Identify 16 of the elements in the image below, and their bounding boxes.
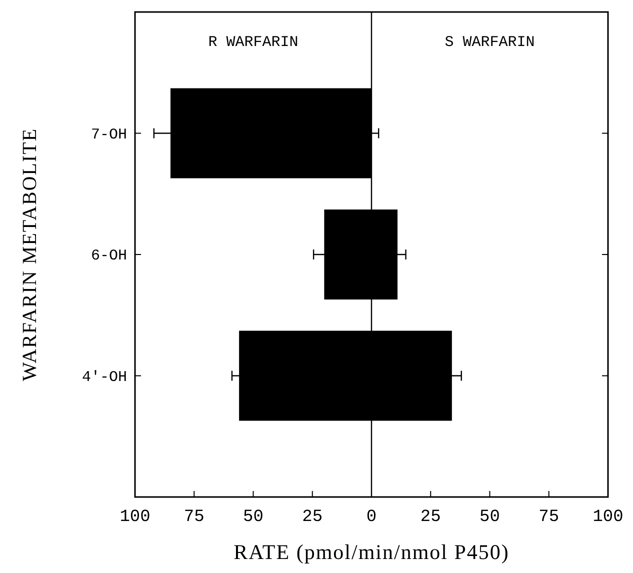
x-tick-label: 0 — [366, 508, 377, 527]
x-tick-label: 100 — [592, 508, 624, 527]
y-axis-title: WARFARIN METABOLITE — [19, 128, 41, 382]
y-tick-label: 4'-OH — [82, 368, 127, 386]
annotation: R WARFARIN — [208, 34, 298, 51]
y-tick-label: 6-OH — [90, 248, 127, 264]
x-tick-label: 75 — [184, 508, 204, 527]
x-axis-title: RATE (pmol/min/nmol P450) — [234, 540, 510, 564]
x-tick-label: 50 — [480, 508, 500, 527]
x-tick-label: 50 — [243, 508, 264, 527]
x-tick-label: 25 — [302, 508, 323, 527]
annotation: S WARFARIN — [444, 34, 535, 51]
x-tick-label: 25 — [420, 508, 441, 527]
y-tick-label: 7-OH — [90, 126, 127, 144]
x-tick-label: 75 — [538, 508, 560, 527]
x-tick-label: 100 — [120, 508, 150, 527]
